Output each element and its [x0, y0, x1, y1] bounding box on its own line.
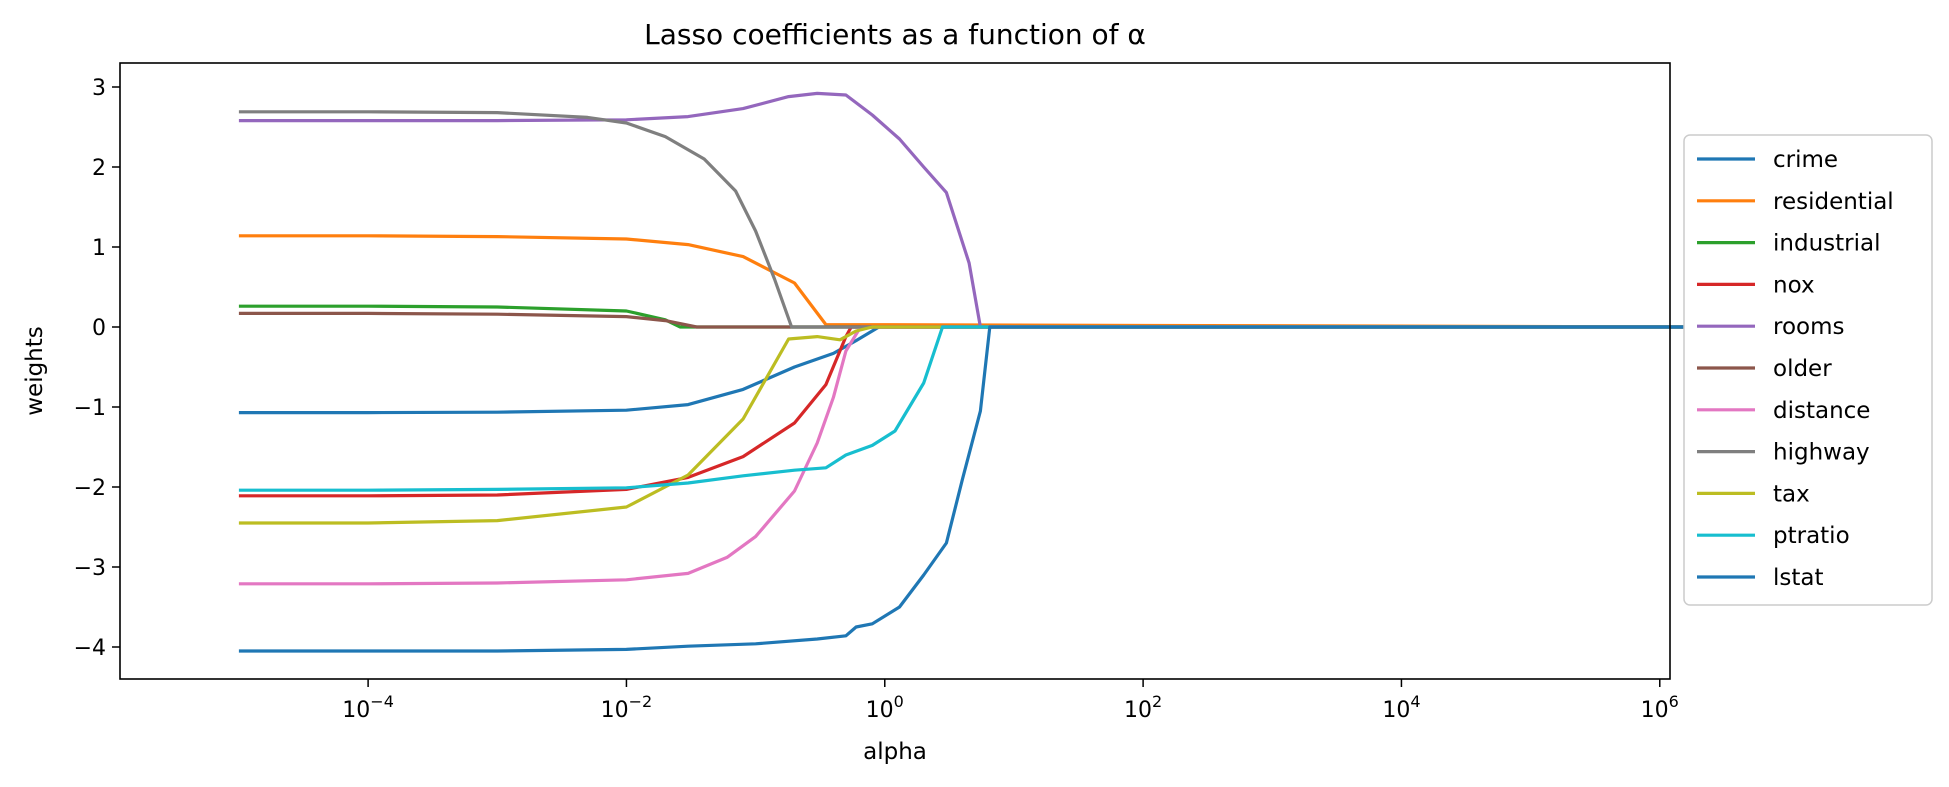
x-tick-label: 10−4 [342, 692, 394, 723]
plot-frame [119, 62, 1671, 680]
y-tick-label: −1 [74, 396, 106, 421]
x-tick-label: 10−2 [601, 692, 653, 723]
legend-label-lstat: lstat [1773, 565, 1824, 591]
legend: crime residential industrial nox rooms older d… [1683, 134, 1933, 606]
y-tick-label: −3 [74, 556, 106, 581]
legend-label-distance: distance [1773, 398, 1870, 424]
legend-label-tax: tax [1773, 481, 1810, 507]
series-line-lstat [238, 325, 1730, 653]
y-tick-label: 0 [92, 316, 106, 341]
plot-area [238, 91, 1731, 653]
series-line-tax [238, 325, 1730, 525]
legend-label-older: older [1773, 356, 1832, 382]
y-tick-label: −4 [74, 636, 106, 661]
series-line-nox [238, 325, 1730, 498]
x-tick-label: 106 [1641, 692, 1679, 723]
series-line-ptratio [238, 325, 1730, 492]
series-line-distance [238, 325, 1730, 586]
series-line-crime [238, 325, 1730, 415]
legend-label-ptratio: ptratio [1773, 523, 1850, 549]
series-line-older [238, 311, 1730, 329]
legend-label-nox: nox [1773, 272, 1815, 298]
y-axis-ticks: 3 2 1 0 −1 −2 −3 −4 [74, 76, 120, 661]
y-tick-label: 3 [92, 76, 106, 101]
x-axis-label: alpha [863, 739, 927, 765]
legend-label-crime: crime [1773, 147, 1838, 173]
series-line-rooms [238, 91, 1730, 329]
legend-label-industrial: industrial [1773, 231, 1880, 257]
y-tick-label: 2 [92, 156, 106, 181]
chart-title: Lasso coefficients as a function of α [644, 18, 1146, 51]
series-line-residential [238, 234, 1731, 329]
legend-label-rooms: rooms [1773, 314, 1844, 340]
y-tick-label: −2 [74, 476, 106, 501]
legend-label-highway: highway [1773, 440, 1870, 466]
series-line-industrial [238, 304, 1730, 329]
legend-box [1683, 134, 1933, 606]
y-tick-label: 1 [92, 236, 106, 261]
x-tick-label: 102 [1124, 692, 1162, 723]
y-axis-label: weights [22, 326, 48, 416]
series-line-highway [238, 110, 1730, 329]
x-tick-label: 100 [866, 692, 904, 723]
legend-label-residential: residential [1773, 189, 1894, 215]
x-axis-ticks: 10−4 10−2 100 102 104 106 [342, 679, 1679, 723]
x-tick-label: 104 [1382, 692, 1420, 723]
